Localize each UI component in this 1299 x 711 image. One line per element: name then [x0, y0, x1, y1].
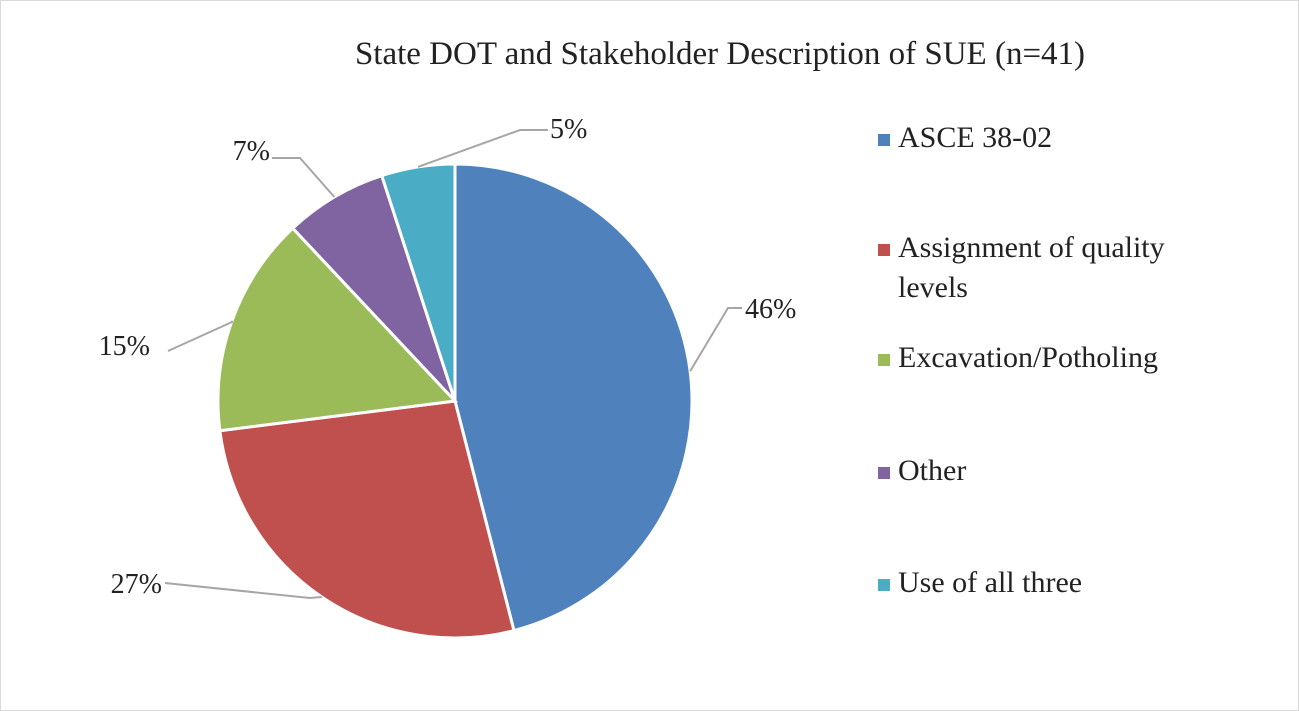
legend-label: Excavation/Potholing — [898, 341, 1158, 374]
legend-item: Assignment of quality levels — [878, 228, 1238, 308]
legend-swatch — [878, 354, 890, 366]
legend-swatch — [878, 579, 890, 591]
leader-line — [689, 307, 742, 372]
legend-swatch — [878, 467, 890, 479]
legend-label: ASCE 38-02 — [898, 121, 1053, 154]
pie-slice — [218, 399, 516, 640]
data-label: 7% — [233, 136, 270, 167]
chart-title: State DOT and Stakeholder Description of… — [355, 36, 1085, 72]
data-label: 5% — [550, 114, 587, 145]
legend-item: Use of all three — [878, 563, 1238, 603]
leader-line — [272, 157, 336, 198]
legend-label: Other — [898, 454, 967, 487]
legend-swatch — [878, 244, 890, 256]
data-label: 46% — [745, 294, 796, 325]
legend-label: Use of all three — [898, 566, 1083, 599]
pie-slice — [216, 226, 459, 433]
legend-item: Other — [878, 451, 1238, 491]
data-label: 15% — [99, 331, 150, 362]
leader-line — [417, 129, 548, 168]
leader-line — [167, 320, 234, 352]
pie-slice — [379, 162, 457, 402]
data-label: 27% — [111, 569, 162, 600]
legend-item: ASCE 38-02 — [878, 118, 1238, 158]
legend-label: Assignment of quality levels — [898, 231, 1165, 304]
legend-item: Excavation/Potholing — [878, 338, 1238, 378]
leader-line — [164, 582, 322, 600]
pie-slice — [290, 173, 457, 403]
legend-swatch — [878, 134, 890, 146]
